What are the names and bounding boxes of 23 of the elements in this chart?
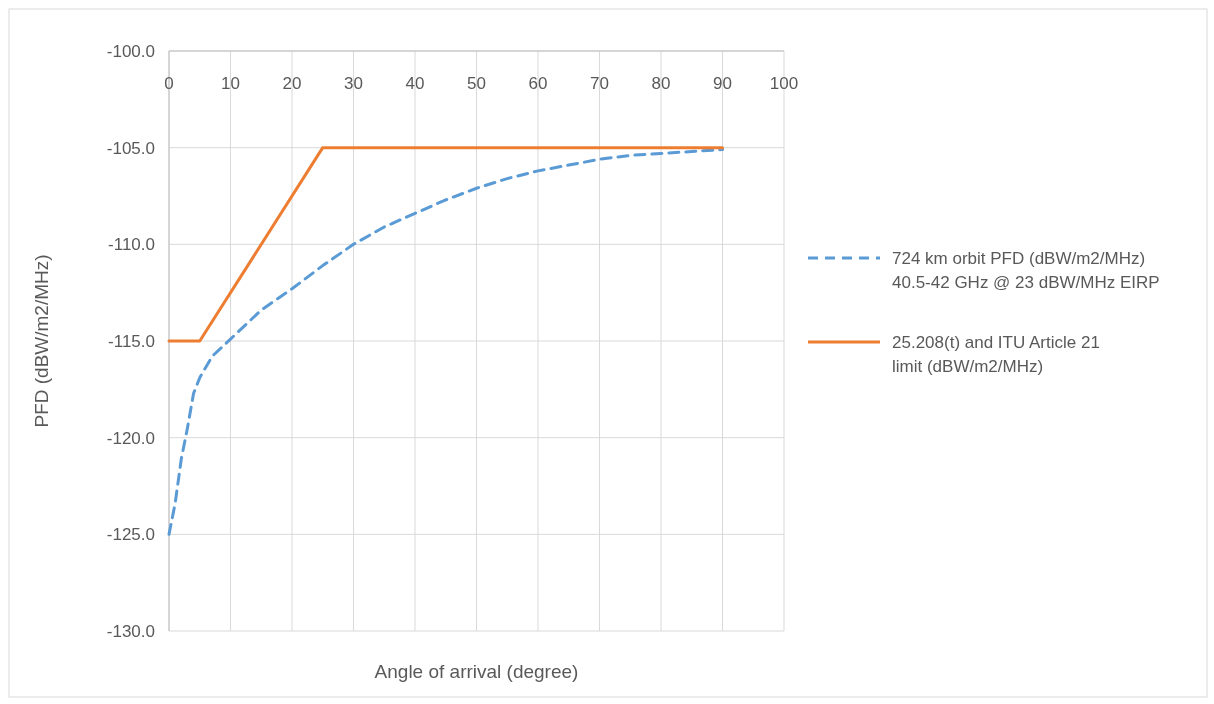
x-tick-label: 90 — [713, 74, 732, 93]
y-axis-title: PFD (dBW/m2/MHz) — [31, 254, 52, 428]
x-tick-label: 40 — [405, 74, 425, 93]
y-tick-label: -120.0 — [106, 428, 155, 448]
x-tick-label: 10 — [221, 74, 240, 93]
y-tick-label: -125.0 — [106, 525, 155, 545]
x-tick-label: 50 — [467, 74, 486, 93]
x-tick-label: 20 — [282, 74, 302, 93]
x-tick-label: 100 — [769, 74, 799, 93]
y-tick-label: -115.0 — [108, 331, 155, 351]
y-tick-label: -130.0 — [106, 621, 155, 641]
x-tick-label: 30 — [344, 74, 363, 93]
legend-label: 724 km orbit PFD (dBW/m2/MHz) 40.5-42 GHz @ 23 dBW/MHz EIRP — [892, 248, 1160, 292]
legend-label: 25.208(t) and ITU Article 21 limit (dBW/m2/MHz) — [892, 332, 1100, 376]
y-tick-label: -105.0 — [106, 138, 155, 158]
x-axis-title: Angle of arrival (degree) — [374, 661, 579, 682]
y-tick-label: -110.0 — [108, 235, 155, 255]
x-tick-label: 60 — [528, 74, 548, 93]
line-series — [167, 148, 724, 536]
x-tick-label: 0 — [164, 74, 174, 93]
y-tick-label: -100.0 — [106, 41, 155, 61]
x-tick-label: 70 — [590, 74, 609, 93]
x-tick-label: 80 — [651, 74, 671, 93]
